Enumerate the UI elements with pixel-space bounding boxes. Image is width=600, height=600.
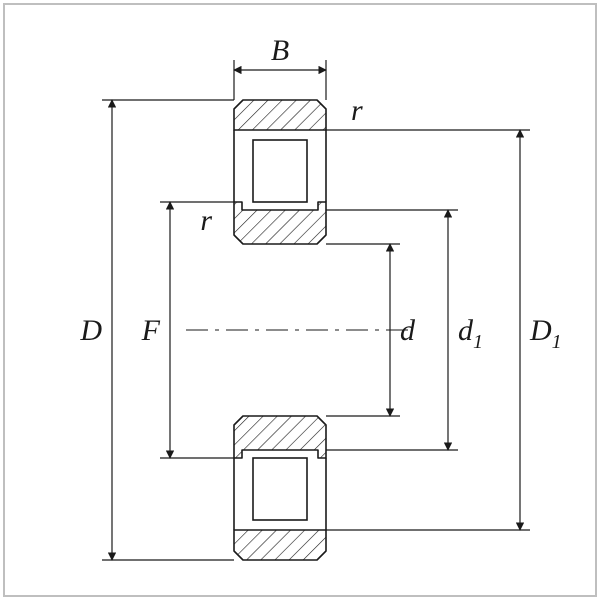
bearing-geometry xyxy=(186,100,412,560)
label-r: r xyxy=(200,204,212,237)
label-D1: D1 xyxy=(529,314,562,353)
bearing-cross-section-diagram: B D Fd d1 D1 r r xyxy=(0,0,600,600)
label-D: D xyxy=(79,314,102,347)
label-d1: d1 xyxy=(458,314,483,353)
label-r: r xyxy=(351,94,363,127)
label-F: F xyxy=(141,314,161,347)
label-B: B xyxy=(271,34,289,67)
dimension-labels: B D Fd d1 D1 r r xyxy=(79,34,561,353)
label-d: d xyxy=(400,314,416,347)
dimension-lines xyxy=(102,60,530,560)
